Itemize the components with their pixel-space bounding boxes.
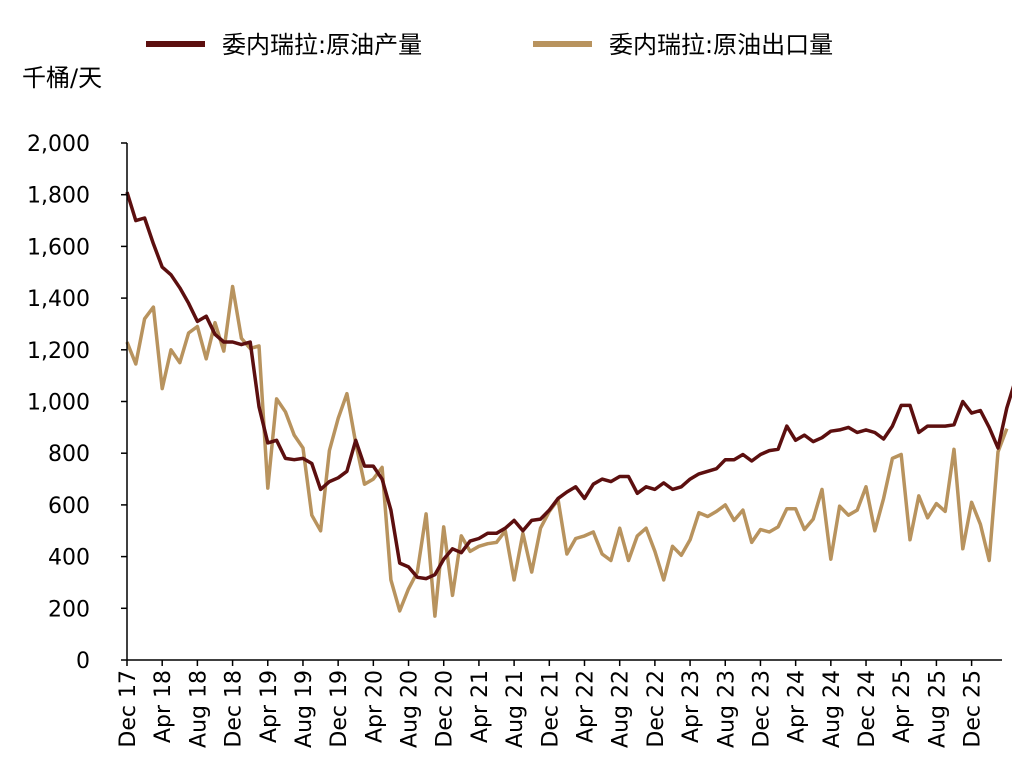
x-tick-label: Apr 22 xyxy=(573,670,598,743)
x-tick-label: Aug 20 xyxy=(398,670,423,748)
x-tick-label: Dec 19 xyxy=(327,670,352,748)
y-tick-label: 1,200 xyxy=(27,339,90,364)
y-axis: 0 200 400 600 800 1,000 1,200 1,400 1,600 1,800 2,… xyxy=(27,132,127,674)
y-tick-label: 800 xyxy=(48,442,90,467)
x-tick-label: Aug 18 xyxy=(186,670,211,748)
x-tick-label: Aug 23 xyxy=(714,670,739,748)
x-tick-label: Dec 17 xyxy=(116,670,141,748)
x-tick-label: Aug 19 xyxy=(292,670,317,748)
x-tick-label: Aug 22 xyxy=(609,670,634,748)
x-tick-label: Dec 24 xyxy=(855,670,880,748)
y-tick-label: 600 xyxy=(48,494,90,519)
legend: 委内瑞拉:原油产量 委内瑞拉:原油出口量 xyxy=(146,31,833,59)
x-tick-label: Apr 24 xyxy=(785,670,810,743)
x-tick-label: Dec 23 xyxy=(749,670,774,748)
x-tick-label: Dec 20 xyxy=(433,670,458,748)
y-tick-label: 1,000 xyxy=(27,391,90,416)
y-tick-label: 400 xyxy=(48,546,90,571)
x-tick-label: Apr 19 xyxy=(257,670,282,743)
legend-label-exports: 委内瑞拉:原油出口量 xyxy=(609,31,833,59)
series-line-exports xyxy=(125,284,1009,618)
x-tick-label: Apr 21 xyxy=(468,670,493,743)
y-axis-unit-label: 千桶/天 xyxy=(22,64,102,92)
y-tick-label: 1,600 xyxy=(27,235,90,260)
legend-label-production: 委内瑞拉:原油产量 xyxy=(222,31,422,59)
series-line-production xyxy=(125,191,1012,581)
x-tick-label: Dec 18 xyxy=(222,670,247,748)
y-tick-label: 0 xyxy=(76,649,90,674)
y-tick-label: 2,000 xyxy=(27,132,90,157)
y-tick-label: 1,400 xyxy=(27,287,90,312)
x-tick-label: Aug 25 xyxy=(925,670,950,748)
x-tick-label: Aug 24 xyxy=(820,670,845,748)
y-tick-label: 1,800 xyxy=(27,184,90,209)
x-tick-label: Aug 21 xyxy=(503,670,528,748)
x-tick-label: Dec 21 xyxy=(538,670,563,748)
plot-area xyxy=(125,191,1012,618)
x-tick-label: Apr 25 xyxy=(890,670,915,743)
x-tick-label: Apr 23 xyxy=(679,670,704,743)
x-tick-label: Apr 20 xyxy=(362,670,387,743)
y-tick-label: 200 xyxy=(48,597,90,622)
x-tick-label: Dec 22 xyxy=(644,670,669,748)
x-tick-label: Apr 18 xyxy=(151,670,176,743)
x-tick-label: Dec 25 xyxy=(961,670,986,748)
x-axis: Dec 17 Apr 18 Aug 18 Dec 18 Apr 19 Aug 19 Dec … xyxy=(116,660,986,748)
